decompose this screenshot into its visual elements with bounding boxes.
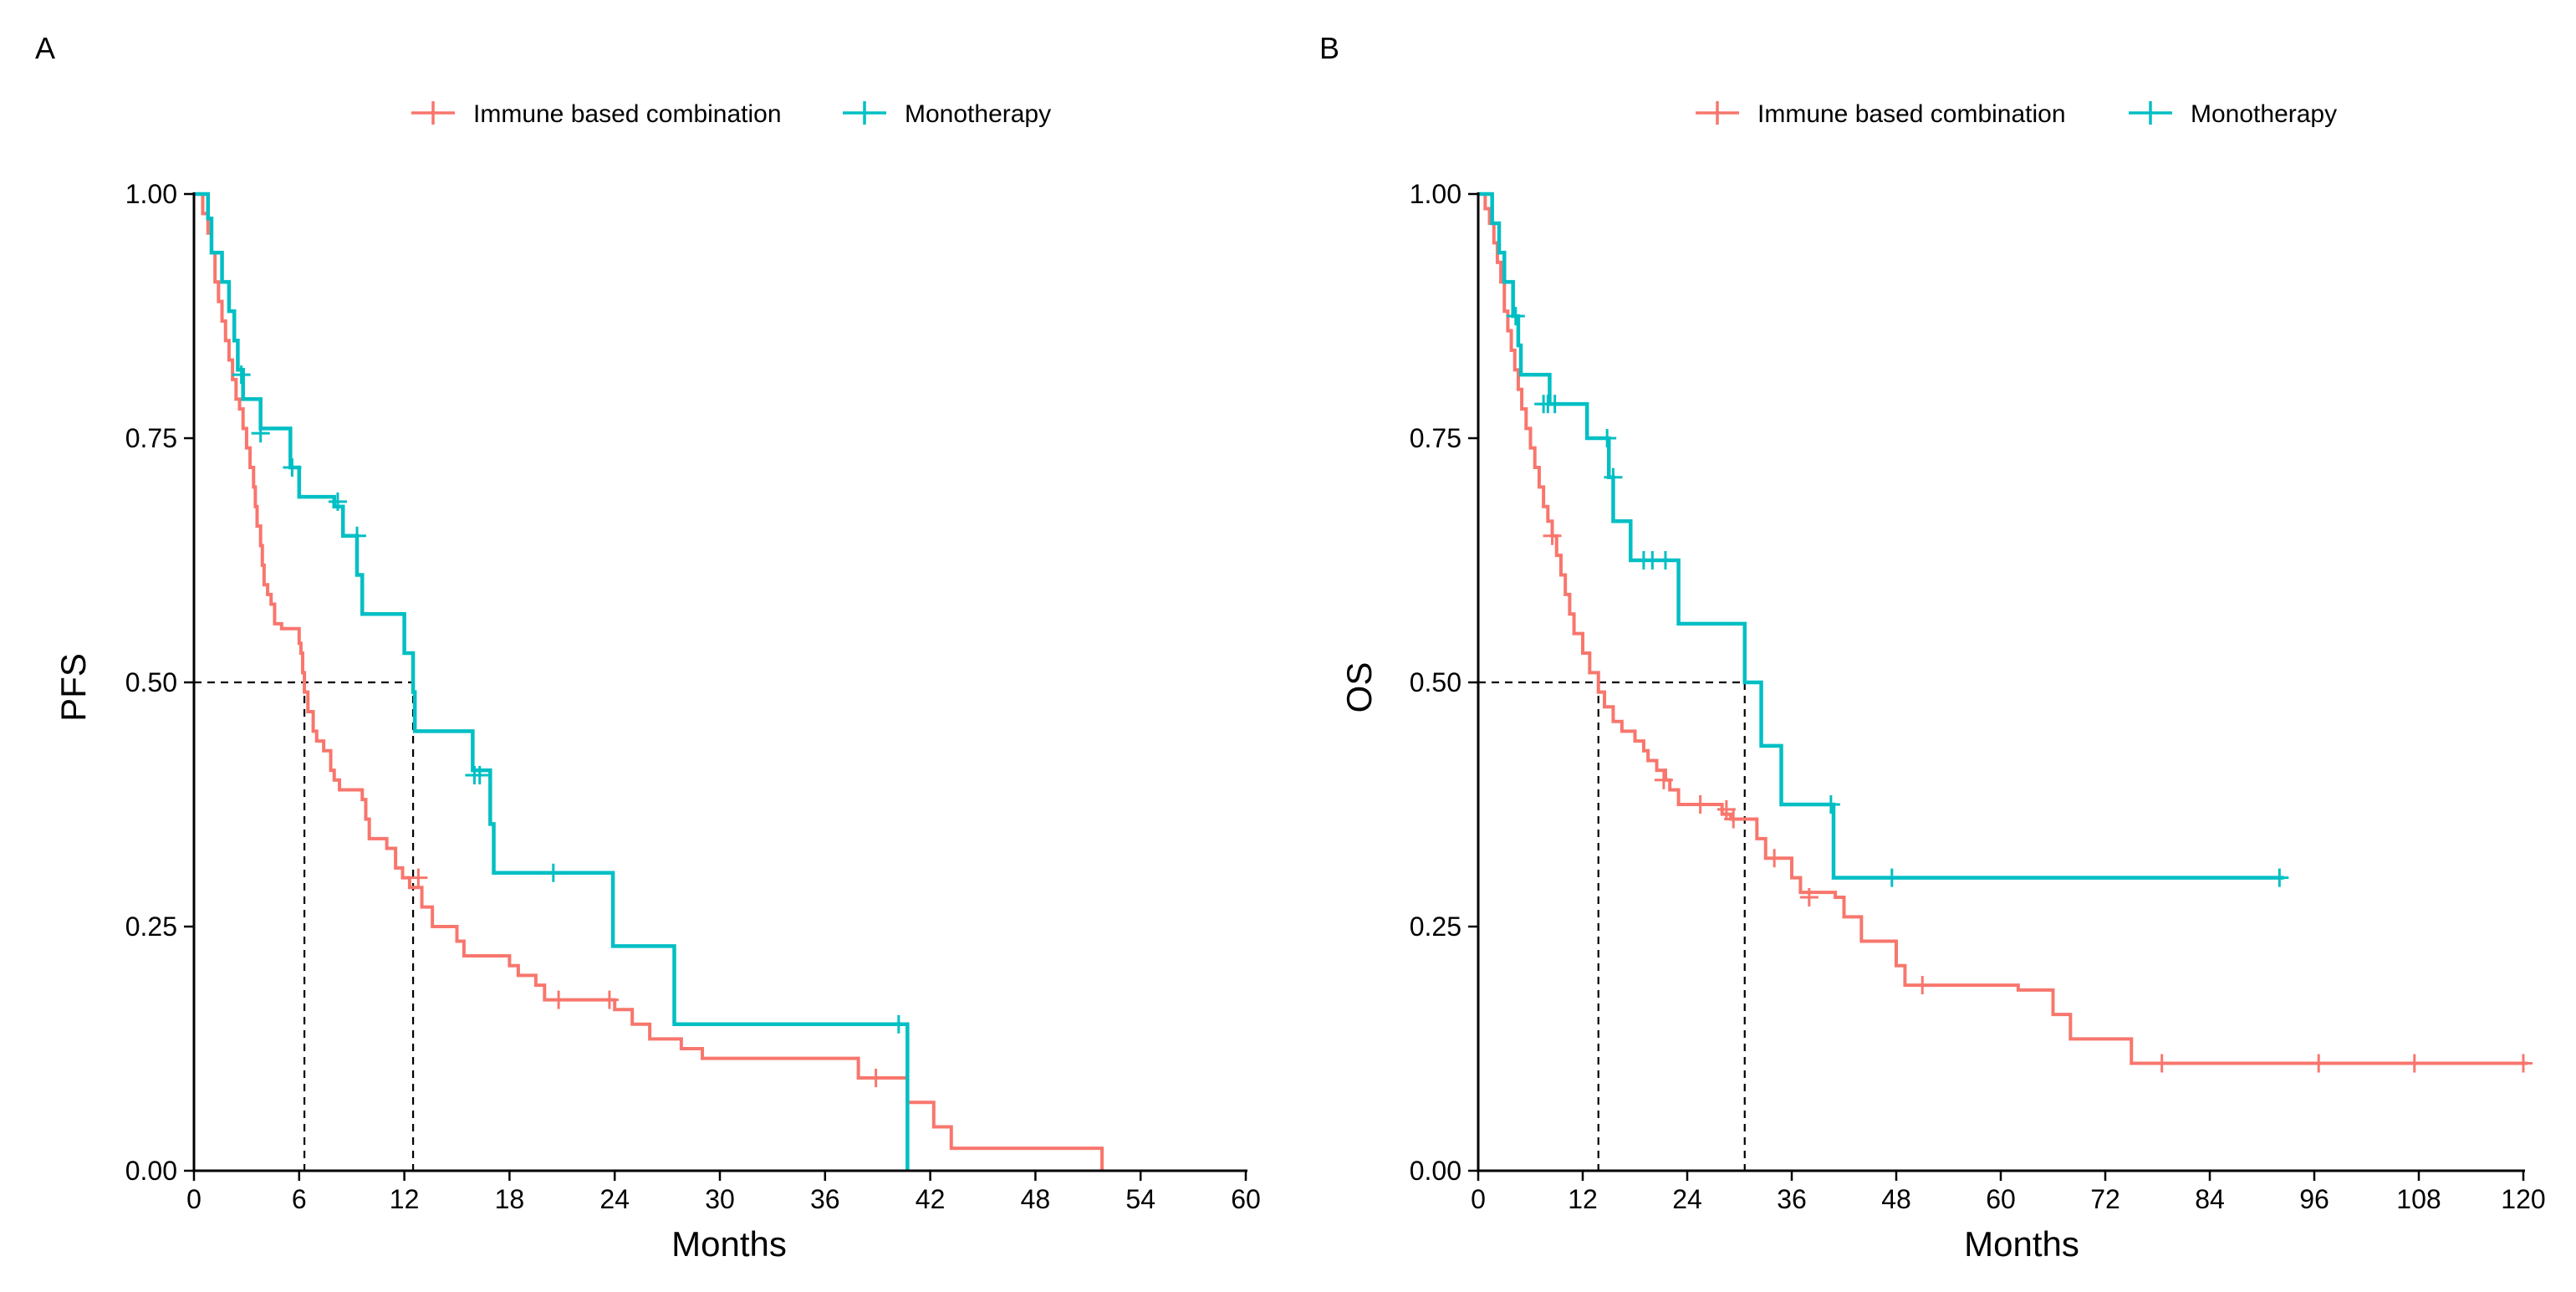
plot-area <box>184 192 1247 1181</box>
x-tick-label: 96 <box>2299 1184 2329 1214</box>
x-axis-title: Months <box>1964 1224 2079 1264</box>
censor-mark <box>1765 849 1784 868</box>
legend-label-monotherapy: Monotherapy <box>905 100 1051 128</box>
x-tick-label: 48 <box>1881 1184 1911 1214</box>
censor-mark <box>1545 395 1564 414</box>
x-tick-label: 36 <box>810 1184 840 1214</box>
legend: Immune based combination Monotherapy <box>1696 100 2337 128</box>
censor-mark <box>251 424 270 443</box>
legend-key-monotherapy <box>2129 101 2172 125</box>
legend-key-combination <box>411 101 455 125</box>
y-tick-label: 0.25 <box>1410 912 1461 942</box>
x-tick-label: 6 <box>292 1184 307 1214</box>
survival-curve-combination <box>1478 192 2528 1065</box>
censor-mark <box>1604 467 1623 487</box>
y-tick-label: 0.00 <box>1410 1156 1461 1186</box>
x-tick-label: 12 <box>1568 1184 1598 1214</box>
censor-mark <box>2270 868 2289 887</box>
censor-mark <box>1654 770 1673 789</box>
censor-mark <box>549 990 569 1009</box>
censor-mark <box>2152 1054 2171 1073</box>
tick-labels: 0 6 12 18 24 30 36 42 48 54 60 0.00 0.25 0.50 0.75 1.00 <box>125 179 1261 1214</box>
y-axis-title: PFS <box>54 653 93 722</box>
censor-mark <box>543 863 563 882</box>
x-axis-title: Months <box>671 1224 787 1264</box>
x-tick-label: 36 <box>1777 1184 1807 1214</box>
x-tick-label: 84 <box>2195 1184 2225 1214</box>
censor-mark <box>1543 526 1562 545</box>
censor-mark <box>1506 307 1525 325</box>
x-tick-label: 12 <box>390 1184 420 1214</box>
censor-mark <box>599 990 619 1009</box>
x-tick-label: 54 <box>1125 1184 1155 1214</box>
x-tick-label: 60 <box>1231 1184 1261 1214</box>
plot-area <box>1468 192 2533 1181</box>
y-tick-label: 0.25 <box>125 912 177 942</box>
censor-mark <box>470 765 489 784</box>
legend-key-combination <box>1696 101 1739 125</box>
panel-a: A Immune based combination Monotherapy 0… <box>35 31 1261 1264</box>
y-tick-label: 1.00 <box>1410 179 1461 209</box>
y-axis-title: OS <box>1339 662 1379 713</box>
censor-mark <box>1655 551 1675 569</box>
x-tick-label: 0 <box>186 1184 201 1214</box>
x-tick-label: 72 <box>2090 1184 2120 1214</box>
censor-mark <box>1799 887 1819 906</box>
censor-mark <box>283 458 302 477</box>
x-tick-label: 24 <box>599 1184 630 1214</box>
panel-b: B Immune based combination Monotherapy 0… <box>1319 31 2546 1264</box>
x-tick-label: 108 <box>2396 1184 2441 1214</box>
censor-mark <box>866 1069 885 1088</box>
tick-labels: 0 12 24 36 48 60 72 84 96 108 120 0.00 0.25 0.50 0.75 1… <box>1410 179 2546 1214</box>
panel-label: B <box>1319 31 1339 65</box>
legend: Immune based combination Monotherapy <box>411 100 1051 128</box>
x-tick-label: 18 <box>495 1184 525 1214</box>
x-tick-label: 60 <box>1986 1184 2016 1214</box>
legend-label-combination: Immune based combination <box>473 100 782 128</box>
x-tick-label: 24 <box>1672 1184 1702 1214</box>
x-tick-label: 120 <box>2501 1184 2545 1214</box>
y-tick-label: 1.00 <box>125 179 177 209</box>
y-tick-label: 0.50 <box>1410 667 1461 697</box>
legend-key-monotherapy <box>843 101 886 125</box>
censor-mark <box>2514 1054 2533 1073</box>
censor-mark <box>1882 868 1901 887</box>
legend-label-monotherapy: Monotherapy <box>2191 100 2337 128</box>
y-tick-label: 0.00 <box>125 1156 177 1186</box>
censor-mark <box>232 365 251 385</box>
panel-label: A <box>35 31 55 65</box>
survival-curve-monotherapy <box>194 192 910 1171</box>
censor-mark <box>347 526 366 545</box>
censor-mark <box>1724 809 1743 829</box>
censor-mark <box>1691 795 1710 814</box>
censor-mark <box>2405 1054 2424 1073</box>
y-tick-label: 0.75 <box>125 423 177 453</box>
survival-curve-combination <box>194 192 1104 1171</box>
x-tick-label: 30 <box>705 1184 735 1214</box>
censor-mark <box>1913 976 1932 995</box>
legend-label-combination: Immune based combination <box>1757 100 2066 128</box>
censor-mark <box>1598 429 1617 447</box>
censor-mark <box>889 1014 908 1034</box>
censor-mark <box>1716 799 1736 819</box>
censor-mark <box>409 868 428 887</box>
x-tick-label: 48 <box>1021 1184 1051 1214</box>
y-tick-label: 0.75 <box>1410 423 1461 453</box>
y-tick-label: 0.50 <box>125 667 177 697</box>
censor-mark <box>1821 795 1840 814</box>
x-tick-label: 0 <box>1471 1184 1486 1214</box>
censor-mark <box>2309 1054 2329 1073</box>
censor-mark <box>328 492 347 511</box>
x-tick-label: 42 <box>916 1184 946 1214</box>
